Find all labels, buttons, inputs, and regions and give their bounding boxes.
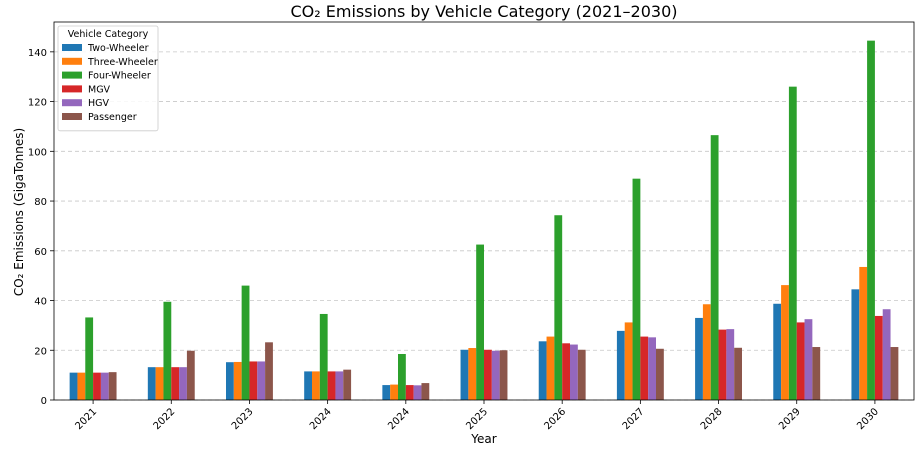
bar bbox=[812, 347, 821, 400]
bar bbox=[890, 347, 899, 400]
bar bbox=[648, 337, 656, 400]
y-axis-label: CO₂ Emissions (GigaTonnes) bbox=[12, 128, 26, 296]
bar bbox=[640, 336, 649, 400]
bar bbox=[147, 367, 156, 400]
bar bbox=[108, 372, 117, 400]
legend-swatch bbox=[62, 113, 82, 120]
bar bbox=[577, 349, 586, 400]
bar bbox=[69, 372, 78, 400]
chart-title: CO₂ Emissions by Vehicle Category (2021–… bbox=[291, 2, 678, 21]
legend-swatch bbox=[62, 99, 82, 107]
bar bbox=[796, 322, 805, 400]
bar bbox=[382, 385, 391, 400]
bars-layer bbox=[69, 40, 899, 401]
bar bbox=[874, 315, 883, 400]
bar bbox=[257, 361, 266, 400]
bar bbox=[249, 361, 258, 400]
bar bbox=[624, 322, 633, 400]
legend-swatch bbox=[62, 44, 82, 51]
bar bbox=[616, 330, 625, 400]
bar bbox=[85, 317, 94, 400]
legend-label: MGV bbox=[88, 84, 111, 95]
y-tick-label: 120 bbox=[28, 98, 47, 109]
bar bbox=[570, 344, 578, 400]
bar bbox=[460, 349, 469, 400]
bar bbox=[77, 372, 86, 400]
bar bbox=[343, 369, 352, 400]
bar bbox=[226, 362, 234, 400]
bar bbox=[702, 304, 711, 400]
legend-label: Four-Wheeler bbox=[88, 71, 151, 82]
legend-swatch bbox=[62, 85, 82, 93]
bar bbox=[312, 371, 320, 400]
bar bbox=[726, 329, 735, 400]
legend-box bbox=[57, 25, 159, 132]
bar bbox=[695, 317, 703, 400]
bar bbox=[319, 313, 328, 400]
bar bbox=[734, 347, 742, 400]
bar bbox=[171, 367, 180, 400]
legend-label: Three-Wheeler bbox=[87, 57, 158, 68]
legend-swatch bbox=[62, 57, 82, 65]
bar bbox=[804, 319, 813, 400]
bar bbox=[265, 342, 273, 400]
bar bbox=[882, 309, 891, 400]
bar bbox=[405, 385, 414, 400]
bar bbox=[491, 350, 500, 400]
legend-title: Vehicle Category bbox=[68, 29, 149, 40]
bar bbox=[241, 285, 250, 400]
bar bbox=[710, 135, 719, 401]
bar bbox=[554, 215, 563, 400]
legend-label: HGV bbox=[88, 98, 110, 109]
bar bbox=[335, 371, 344, 400]
bar bbox=[546, 336, 555, 400]
y-tick-label: 80 bbox=[34, 197, 47, 208]
bar bbox=[233, 361, 242, 400]
legend-label: Passenger bbox=[88, 112, 137, 123]
y-tick-label: 0 bbox=[41, 396, 47, 407]
bar bbox=[421, 383, 430, 400]
bar bbox=[781, 285, 789, 400]
legend-label: Two-Wheeler bbox=[87, 43, 149, 54]
bar bbox=[468, 348, 477, 400]
bar bbox=[179, 367, 187, 400]
bar bbox=[656, 348, 664, 400]
y-tick-label: 20 bbox=[34, 346, 47, 357]
bar bbox=[186, 350, 195, 400]
bar bbox=[398, 353, 406, 400]
legend-swatch bbox=[62, 71, 82, 79]
bar bbox=[773, 303, 782, 400]
bar bbox=[390, 384, 398, 400]
bar bbox=[413, 385, 422, 400]
y-tick-label: 40 bbox=[34, 297, 47, 308]
bar bbox=[163, 301, 172, 400]
bar bbox=[867, 40, 875, 401]
legend: Vehicle Category Two-Wheeler Three-Wheeler… bbox=[57, 25, 159, 132]
bar bbox=[100, 372, 109, 400]
bar bbox=[718, 329, 727, 400]
bar bbox=[632, 178, 641, 400]
bar bbox=[538, 341, 547, 400]
y-tick-label: 60 bbox=[34, 247, 47, 258]
bar bbox=[499, 350, 508, 400]
bar bbox=[851, 289, 860, 400]
y-tick-label: 140 bbox=[28, 48, 47, 59]
plot-frame bbox=[53, 21, 915, 401]
bar bbox=[327, 371, 336, 400]
bar bbox=[155, 367, 164, 400]
y-tick-label: 100 bbox=[28, 147, 47, 158]
x-axis-label: Year bbox=[470, 432, 496, 446]
bar bbox=[476, 244, 484, 400]
bar bbox=[562, 343, 570, 400]
bar bbox=[93, 372, 101, 400]
bar bbox=[484, 349, 492, 400]
bar bbox=[859, 266, 868, 400]
bar bbox=[304, 371, 312, 400]
bar bbox=[788, 86, 797, 400]
